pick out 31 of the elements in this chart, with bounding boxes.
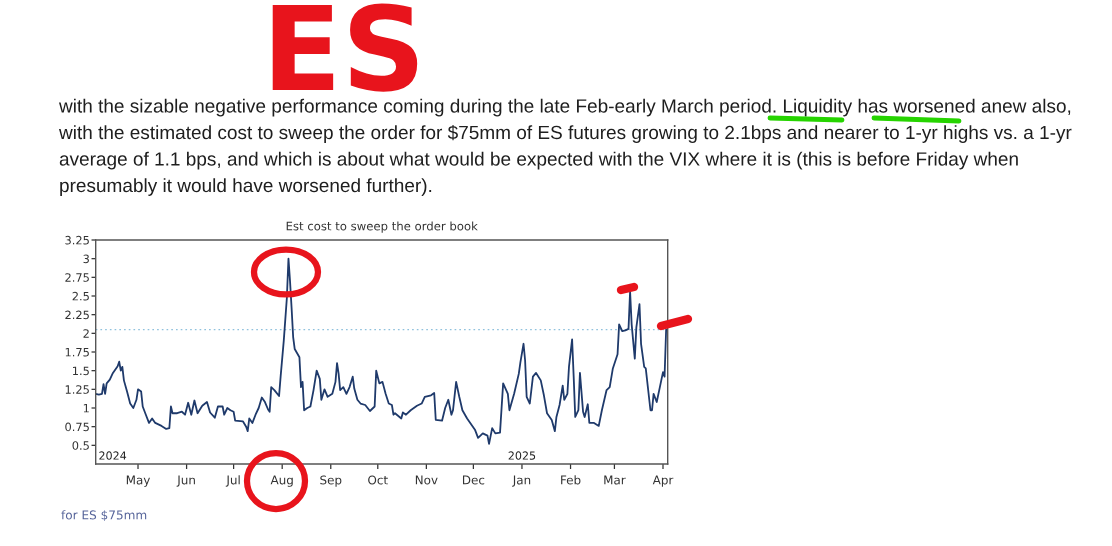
- x-tick-label: Jul: [225, 475, 240, 487]
- y-tick-label: 1.75: [65, 348, 89, 357]
- y-tick-label: 2.5: [72, 291, 89, 301]
- x-tick-label: Jun: [176, 475, 195, 487]
- x-tick-label: Feb: [561, 475, 581, 485]
- y-tick-label: 0.5: [72, 441, 89, 450]
- text: for ES $75mm: [61, 510, 147, 522]
- y-tick-label: 2.75: [65, 273, 89, 282]
- x-tick-label: Jan: [512, 475, 531, 487]
- x-tick-label: Apr: [652, 475, 674, 487]
- y-tick-label: 3.25: [65, 235, 89, 245]
- x-tick-label: Aug: [270, 475, 293, 487]
- y-tick-label: 0.75: [65, 422, 89, 432]
- x-tick-label: Sep: [320, 475, 342, 487]
- y-tick-label: 1.5: [73, 366, 89, 376]
- y-tick-label: 3: [83, 254, 89, 264]
- y-tick-label: 1.25: [65, 385, 89, 394]
- y-tick-label: 2.25: [65, 310, 89, 320]
- chart-title: Est cost to sweep the order book: [286, 221, 478, 233]
- x-tick-label: May: [126, 475, 150, 487]
- x-tick-label: Dec: [462, 475, 485, 485]
- x-tick-label: Mar: [604, 475, 626, 485]
- x-tick-label: Oct: [368, 475, 388, 485]
- text: ES: [272, 3, 418, 92]
- annotation: 2025: [508, 451, 536, 460]
- line-series: [95, 257, 668, 445]
- y-tick-label: 1: [83, 404, 89, 413]
- x-tick-label: Nov: [415, 475, 438, 485]
- text: with the sizable negative performance coming during the late Feb-early March period. Liquidity has worsened anew also, with the estimated cost to sweep the order for $75mm of ES futures growing to 2.1bps and nearer to 1-yr highs vs. a 1-yr average of 1.1 bps, and which is about what would be expected with the VIX where it is (this is before Friday when presumably it would have worsened further).: [58, 98, 1072, 196]
- y-tick-label: 2: [83, 329, 89, 338]
- annotation: 2024: [99, 451, 127, 460]
